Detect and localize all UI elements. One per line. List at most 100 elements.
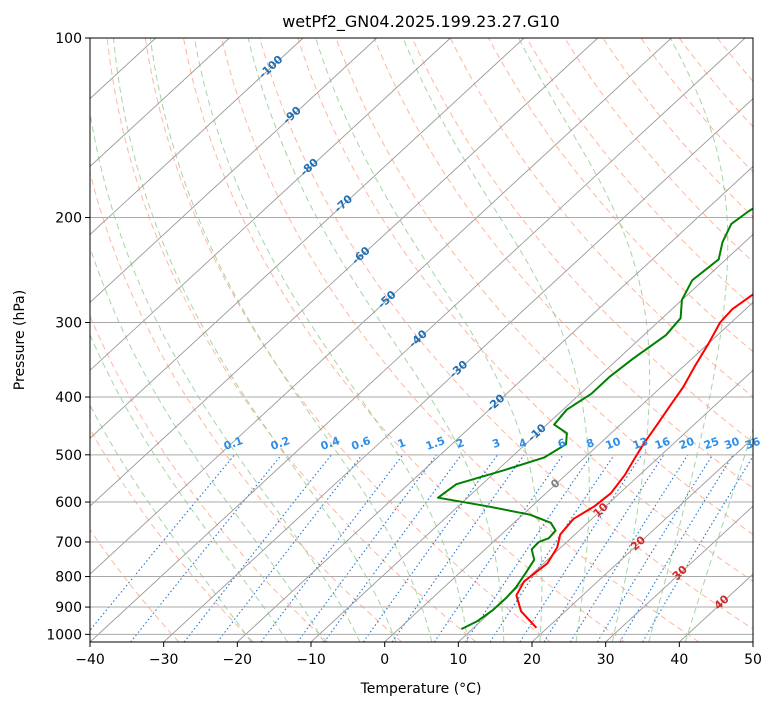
mixing-ratio-label: 0.2 (269, 434, 292, 453)
mixing-ratio-label: 20 (677, 435, 696, 453)
mixing-ratio-label: 0.4 (319, 434, 342, 453)
mixing-ratio-line (519, 454, 643, 642)
mixing-ratio-line (297, 454, 438, 642)
dry-adiabats (90, 38, 753, 642)
mixing-ratio-label: 4 (517, 436, 529, 451)
y-tick-label: 200 (55, 211, 82, 227)
mixing-ratio-line (391, 454, 525, 642)
moist-adiabat (90, 245, 325, 642)
moist-adiabat (247, 38, 505, 642)
mixing-ratio-line (433, 454, 564, 642)
isotherm-line (90, 38, 378, 303)
isotherm-line (90, 38, 230, 168)
isotherm-line (90, 38, 746, 642)
dry-adiabat (602, 38, 753, 218)
x-tick-label: 40 (670, 652, 688, 668)
x-tick-label: −20 (223, 652, 253, 668)
isotherm-line (310, 233, 753, 642)
isotherm-line (90, 38, 451, 371)
x-tick-label: 0 (380, 652, 389, 668)
moist-adiabat (648, 38, 729, 642)
dewpoint-line (437, 207, 753, 630)
y-tick-label: 800 (55, 570, 82, 586)
mixing-ratio-label: 16 (653, 435, 672, 453)
x-tick-label: 50 (744, 652, 762, 668)
mixing-ratio-label: 1.5 (424, 434, 447, 453)
isotherm-line (458, 369, 753, 642)
pressure-gridlines (90, 38, 753, 635)
mixing-ratio-label: 3 (491, 436, 503, 451)
mixing-ratio-label: 13 (631, 435, 650, 452)
sounding-series (437, 207, 753, 630)
mixing-ratio-label: 10 (604, 435, 623, 453)
isotherms (90, 38, 753, 642)
x-tick-label: 20 (523, 652, 541, 668)
y-tick-label: 1000 (46, 627, 82, 643)
x-axis-label: Temperature (°C) (360, 681, 482, 697)
moist-adiabat (193, 38, 469, 642)
dry-adiabat (488, 38, 753, 353)
moist-adiabat (315, 38, 543, 642)
dry-adiabat (90, 427, 254, 642)
dry-adiabat (373, 38, 753, 489)
isotherm-line (605, 505, 753, 642)
x-tick-label: −40 (75, 652, 105, 668)
temperature-line (515, 293, 753, 629)
y-tick-label: 900 (55, 600, 82, 616)
isotherm-line (90, 38, 599, 507)
mixing-ratio-line (183, 454, 332, 642)
isotherm-line (237, 165, 753, 642)
isotherm-line (90, 38, 525, 439)
x-tick-label: −10 (296, 652, 326, 668)
isotherm-line (163, 98, 753, 642)
isotherm-line (90, 38, 304, 236)
y-tick-label: 500 (55, 448, 82, 464)
dry-adiabat (106, 38, 477, 642)
dry-adiabat (297, 38, 753, 583)
moist-adiabat (90, 109, 361, 642)
moist-adiabat (113, 38, 397, 642)
x-axis: −40 −30 −20 −10 0 10 20 30 40 50 (75, 642, 762, 668)
moist-adiabat (518, 38, 651, 642)
mixing-ratio-label: 0.1 (222, 434, 245, 453)
mixing-ratio-line (642, 455, 753, 642)
x-tick-label: −30 (149, 652, 179, 668)
x-tick-label: 30 (597, 652, 615, 668)
dry-adiabat (411, 38, 753, 443)
y-tick-label: 600 (55, 495, 82, 511)
moist-adiabat (90, 404, 252, 642)
y-axis: 100 200 300 400 500 600 700 800 900 1000 (46, 31, 90, 643)
moist-adiabat (149, 38, 433, 642)
mixing-ratio-line (362, 454, 498, 642)
chart-title: wetPf2_GN04.2025.199.23.27.G10 (282, 12, 560, 32)
moist-adiabat (90, 333, 289, 642)
plot-frame (89, 37, 754, 643)
y-tick-label: 400 (55, 390, 82, 406)
x-tick-label: 10 (449, 652, 467, 668)
dry-adiabat (449, 38, 753, 398)
mixing-ratio-label: 0.6 (350, 434, 373, 453)
mixing-ratio-label: 25 (702, 435, 721, 452)
moist-adiabats (90, 38, 753, 642)
mixing-ratio-line (260, 454, 404, 642)
mixing-ratio-label: 30 (723, 435, 742, 453)
dry-adiabat (90, 170, 403, 642)
y-tick-label: 300 (55, 316, 82, 332)
y-axis-label: Pressure (hPa) (12, 290, 28, 390)
plot-area (90, 38, 753, 642)
moist-adiabat (402, 38, 590, 642)
isotherm-line (90, 38, 672, 575)
mixing-ratio-line (464, 454, 592, 642)
mixing-ratio-line (323, 454, 462, 642)
mixing-ratio-lines (90, 454, 753, 642)
dry-adiabat (183, 38, 625, 642)
mixing-ratio-line (619, 454, 734, 642)
mixing-ratio-label: 8 (585, 436, 597, 451)
mixing-ratio-label: 6 (556, 436, 568, 451)
dry-adiabat (144, 38, 551, 642)
mixing-ratio-label: 2 (454, 436, 466, 451)
mixing-ratio-line (216, 454, 363, 642)
y-tick-label: 100 (55, 31, 82, 47)
dry-adiabat (259, 38, 753, 630)
